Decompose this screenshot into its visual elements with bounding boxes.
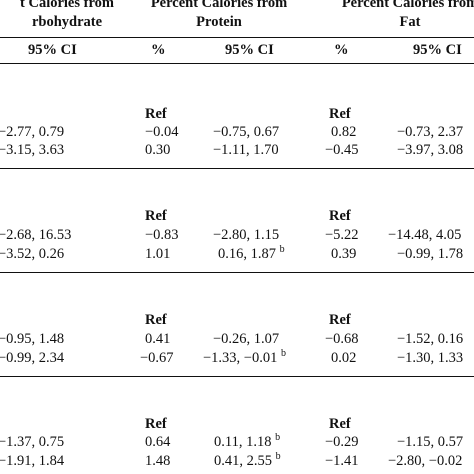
fat-pct-cell: −0.29	[325, 434, 359, 450]
fat-pct-cell: 0.02	[331, 350, 357, 366]
protein-header-line2: Protein	[196, 14, 242, 30]
fat-ci-cell: −1.52, 0.16	[397, 331, 464, 347]
protein-ref-label: Ref	[145, 208, 167, 224]
fat-ci-cell: −14.48, 4.05	[388, 227, 462, 243]
protein-ref-label: Ref	[145, 106, 167, 122]
carb-header-line2: rbohydrate	[31, 14, 103, 30]
protein-header: Percent Calories from Protein	[134, 0, 304, 32]
fat-ref-label: Ref	[329, 106, 351, 122]
fat-pct-cell: −1.41	[325, 453, 359, 469]
fat-pct-cell: −0.45	[325, 142, 359, 158]
carb-ci-subheader: 95% CI	[28, 42, 77, 58]
fat-ci-cell: −1.15, 0.57	[397, 434, 464, 450]
protein-pct-cell: 1.48	[145, 453, 171, 469]
protein-pct-cell: −0.67	[140, 350, 174, 366]
protein-pct-cell: 0.64	[145, 434, 171, 450]
protein-ci-cell: −2.80, 1.15	[213, 227, 280, 243]
fat-pct-subheader: %	[334, 42, 349, 58]
fat-ci-subheader: 95% CI	[413, 42, 462, 58]
carb-ci-cell: −1.91, 1.84	[0, 453, 65, 469]
group-divider	[0, 272, 474, 273]
fat-ci-cell: −0.73, 2.37	[397, 124, 464, 140]
protein-pct-subheader: %	[151, 42, 166, 58]
fat-ci-cell: −2.80, −0.02	[388, 453, 463, 469]
protein-pct-cell: 0.30	[145, 142, 171, 158]
header-bottom-rule	[0, 37, 474, 38]
carb-header-line1: t Calories from	[20, 0, 114, 11]
fat-ref-label: Ref	[329, 416, 351, 432]
fat-ref-label: Ref	[329, 208, 351, 224]
fat-header-line1: Percent Calories from	[341, 0, 474, 11]
fat-ci-cell: −3.97, 3.08	[397, 142, 464, 158]
protein-ref-label: Ref	[145, 416, 167, 432]
protein-pct-cell: −0.83	[145, 227, 179, 243]
fat-pct-cell: −5.22	[325, 227, 359, 243]
fat-pct-cell: 0.82	[331, 124, 357, 140]
carb-ci-cell: −1.37, 0.75	[0, 434, 65, 450]
fat-pct-cell: 0.39	[331, 246, 357, 262]
carb-ci-cell: −3.15, 3.63	[0, 142, 65, 158]
protein-ci-cell: −1.11, 1.70	[213, 142, 279, 158]
footnote-b-marker: b	[275, 451, 281, 463]
fat-header-line2: Fat	[399, 14, 421, 30]
protein-ci-subheader: 95% CI	[225, 42, 274, 58]
group-divider	[0, 168, 474, 169]
protein-ci-cell: −0.26, 1.07	[213, 331, 280, 347]
protein-ci-cell: 0.16, 1.87 b	[218, 244, 285, 262]
carb-ci-cell: −0.99, 2.34	[0, 350, 65, 366]
group-divider	[0, 376, 474, 377]
carb-ci-cell: −0.95, 1.48	[0, 331, 65, 347]
footnote-b-marker: b	[280, 348, 286, 360]
protein-ci-cell: 0.41, 2.55 b	[214, 451, 281, 469]
carb-header: t Calories from rbohydrate	[0, 0, 142, 32]
fat-header: Percent Calories from Fat	[318, 0, 474, 32]
fat-ci-cell: −0.99, 1.78	[397, 246, 464, 262]
protein-ci-cell: −1.33, −0.01 b	[203, 348, 286, 366]
footnote-b-marker: b	[275, 432, 281, 444]
fat-pct-cell: −0.68	[325, 331, 359, 347]
protein-header-line1: Percent Calories from	[150, 0, 288, 11]
protein-ci-cell: 0.11, 1.18 b	[214, 432, 281, 450]
footnote-b-marker: b	[279, 244, 285, 256]
protein-pct-cell: −0.04	[145, 124, 179, 140]
protein-ci-cell: −0.75, 0.67	[213, 124, 280, 140]
carb-ci-cell: −2.77, 0.79	[0, 124, 65, 140]
protein-pct-cell: 0.41	[145, 331, 171, 347]
fat-ci-cell: −1.30, 1.33	[397, 350, 464, 366]
carb-ci-cell: −2.68, 16.53	[0, 227, 72, 243]
protein-pct-cell: 1.01	[145, 246, 171, 262]
protein-ref-label: Ref	[145, 312, 167, 328]
fat-ref-label: Ref	[329, 312, 351, 328]
subheader-bottom-rule	[0, 63, 474, 64]
carb-ci-cell: −3.52, 0.26	[0, 246, 65, 262]
